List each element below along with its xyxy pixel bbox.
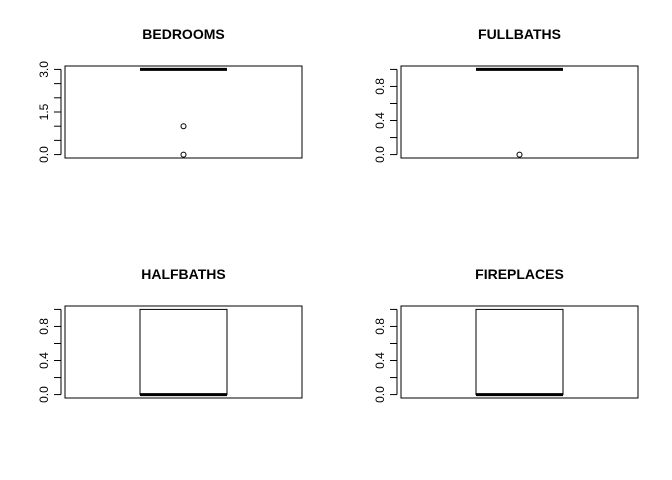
y-tick-label: 0.4 [373, 112, 387, 129]
outlier-point [180, 151, 187, 158]
chart-title: FIREPLACES [475, 266, 564, 282]
panel-bedrooms: BEDROOMS 0.0 1.5 3.0 [37, 26, 303, 163]
plot-frame [400, 305, 639, 399]
y-tick-label: 0.8 [373, 318, 387, 335]
y-tick-label: 0.8 [373, 78, 387, 95]
plot-frame [64, 305, 303, 399]
y-tick-label: 0.0 [37, 146, 51, 163]
y-tick-label: 0.0 [373, 146, 387, 163]
panel-fullbaths: FULLBATHS 0.0 0.4 0.8 [373, 26, 639, 163]
plot-frame [64, 65, 303, 159]
chart-title: FULLBATHS [478, 26, 561, 42]
y-tick-label: 0.0 [37, 386, 51, 403]
box [475, 308, 564, 396]
panel-fireplaces: FIREPLACES 0.0 0.4 0.8 [373, 266, 639, 403]
box [139, 308, 228, 396]
y-tick-label: 0.0 [373, 386, 387, 403]
outlier-point [516, 151, 523, 158]
panel-halfbaths: HALFBATHS 0.0 0.4 0.8 [37, 266, 303, 403]
y-tick-label: 1.5 [37, 103, 51, 120]
plot-frame [400, 65, 639, 159]
outlier-point [180, 123, 187, 130]
y-tick-label: 3.0 [37, 61, 51, 78]
chart-title: HALFBATHS [141, 266, 226, 282]
chart-title: BEDROOMS [142, 26, 224, 42]
y-tick-label: 0.4 [37, 352, 51, 369]
y-tick-label: 0.4 [373, 352, 387, 369]
y-tick-label: 0.8 [37, 318, 51, 335]
